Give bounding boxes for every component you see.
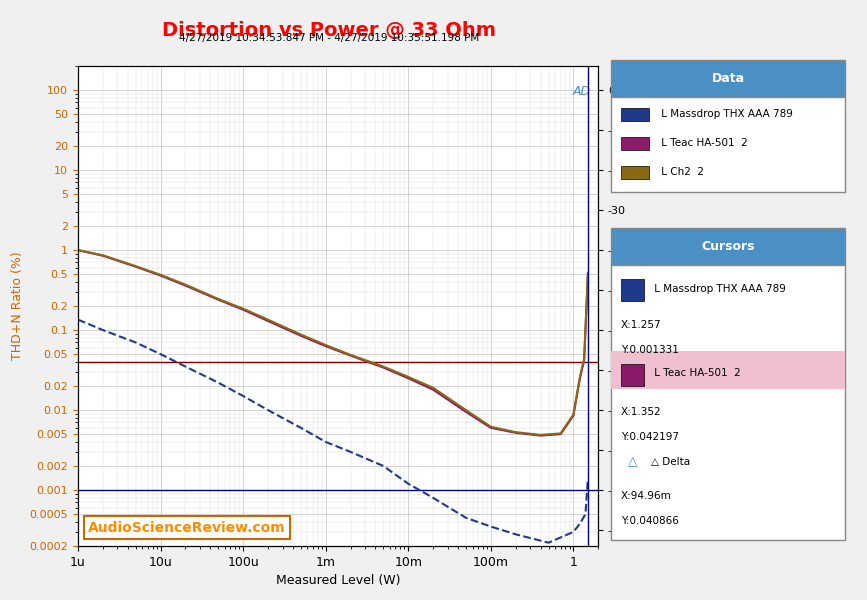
X-axis label: Measured Level (W): Measured Level (W) [276, 574, 401, 587]
Bar [621, 107, 649, 121]
Text: L Massdrop THX AAA 789: L Massdrop THX AAA 789 [658, 109, 793, 119]
Text: L Teac HA-501  2: L Teac HA-501 2 [658, 138, 748, 148]
Text: X:1.352: X:1.352 [621, 407, 662, 417]
Bar [611, 351, 845, 389]
Text: Y:0.040866: Y:0.040866 [621, 516, 679, 526]
Text: Y:0.042197: Y:0.042197 [621, 432, 679, 442]
Y-axis label: THD+N Ratio (dB): THD+N Ratio (dB) [641, 250, 654, 362]
Bar [611, 265, 845, 540]
Text: Cursors: Cursors [701, 240, 755, 253]
Bar [611, 60, 845, 97]
Text: X:1.257: X:1.257 [621, 320, 662, 330]
Text: Y:0.001331: Y:0.001331 [621, 344, 679, 355]
Bar [621, 137, 649, 150]
Bar [621, 364, 644, 386]
Text: L Teac HA-501  2: L Teac HA-501 2 [651, 368, 740, 378]
Y-axis label: THD+N Ratio (%): THD+N Ratio (%) [11, 251, 24, 361]
Text: AD: AD [572, 85, 590, 98]
Bar [611, 97, 845, 192]
Bar [621, 166, 649, 179]
Text: 4/27/2019 10:34:53.847 PM - 4/27/2019 10:35:51.198 PM: 4/27/2019 10:34:53.847 PM - 4/27/2019 10… [179, 33, 479, 43]
Text: X:94.96m: X:94.96m [621, 491, 671, 502]
Text: L Ch2  2: L Ch2 2 [658, 167, 704, 177]
Text: L Massdrop THX AAA 789: L Massdrop THX AAA 789 [651, 284, 786, 294]
Text: Data: Data [712, 72, 745, 85]
Text: AudioScienceReview.com: AudioScienceReview.com [88, 521, 286, 535]
Text: △: △ [628, 455, 637, 469]
Text: Distortion vs Power @ 33 Ohm: Distortion vs Power @ 33 Ohm [162, 21, 497, 40]
Text: △ Delta: △ Delta [651, 457, 690, 467]
Bar [621, 280, 644, 301]
Bar [611, 228, 845, 265]
